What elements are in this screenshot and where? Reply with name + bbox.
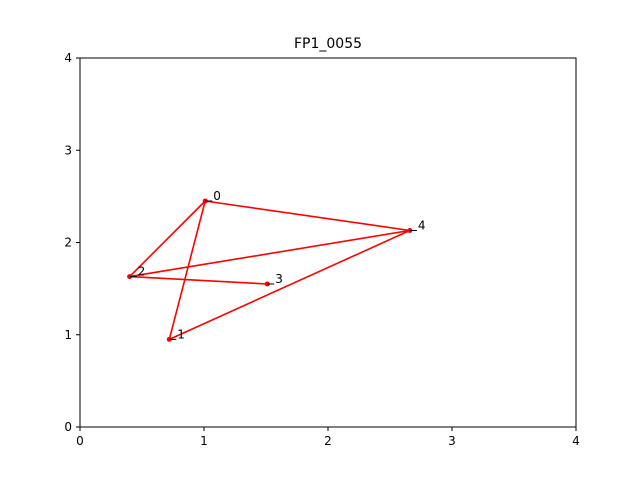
point-label: 3 [275, 272, 283, 286]
point-label: 0 [213, 189, 221, 203]
point-label: 4 [418, 219, 426, 233]
y-tick-label: 3 [64, 143, 72, 157]
x-tick-label: 0 [76, 434, 84, 448]
y-axis: 0 1 2 3 4 [64, 51, 80, 434]
point-label: 1 [177, 327, 185, 341]
x-tick-label: 4 [572, 434, 580, 448]
x-axis: 0 1 2 3 4 [76, 427, 580, 448]
point-label: 2 [138, 265, 146, 279]
x-tick-label: 2 [324, 434, 332, 448]
series-path [128, 200, 411, 341]
x-tick-label: 1 [200, 434, 208, 448]
series-line [128, 200, 411, 341]
data-points: 0 1 2 3 4 [127, 189, 425, 342]
y-tick-label: 2 [64, 236, 72, 250]
y-tick-label: 4 [64, 51, 72, 65]
x-tick-label: 3 [448, 434, 456, 448]
y-tick-label: 0 [64, 420, 72, 434]
chart-title: FP1_0055 [294, 36, 362, 52]
y-tick-label: 1 [64, 328, 72, 342]
